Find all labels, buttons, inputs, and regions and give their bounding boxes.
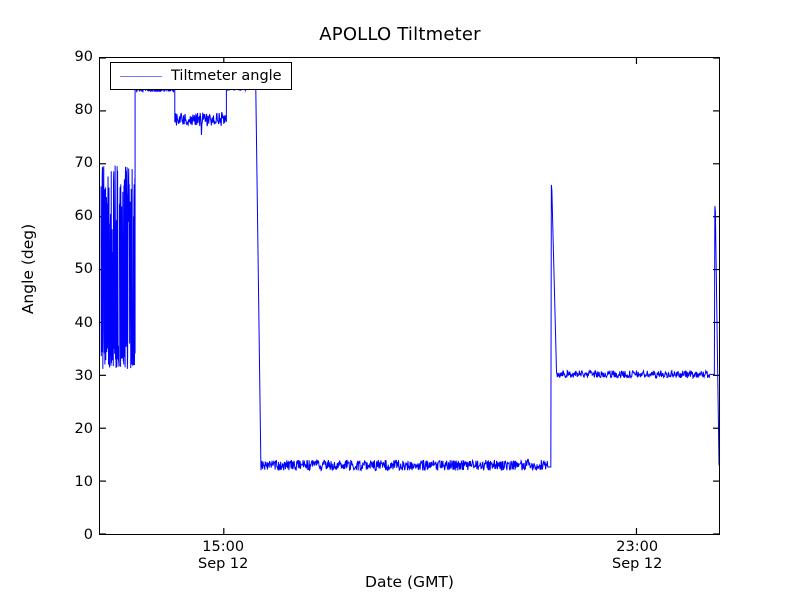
- y-axis-tick-label: 20: [74, 420, 93, 437]
- y-axis-tick-label: 80: [74, 102, 93, 119]
- x-axis-label: Date (GMT): [365, 573, 454, 591]
- legend: Tiltmeter angle: [110, 62, 292, 90]
- x-axis-tick-label: 23:00 Sep 12: [611, 539, 663, 572]
- y-axis-tick-label: 40: [74, 314, 93, 331]
- y-axis-tick-label: 90: [74, 49, 93, 65]
- y-axis-tick-label: 50: [74, 261, 93, 278]
- y-axis-tick-label: 0: [83, 527, 93, 543]
- plot-area: [99, 57, 720, 535]
- legend-label: Tiltmeter angle: [171, 68, 282, 84]
- x-axis-tick-label: 15:00 Sep 12: [197, 539, 249, 572]
- y-axis-tick-label: 60: [74, 208, 93, 225]
- legend-line-swatch: [120, 75, 162, 77]
- y-axis-tick-labels: 0 10 20 30 40 50 60 70 80 90: [51, 49, 93, 543]
- chart-title: APOLLO Tiltmeter: [319, 24, 481, 45]
- series-line-tiltmeter-angle: [101, 87, 719, 471]
- axis-tickmarks: [100, 58, 719, 534]
- y-axis-tick-label: 30: [74, 367, 93, 384]
- data-series-plot: [100, 58, 719, 534]
- y-axis-label: Angle (deg): [19, 223, 37, 315]
- y-axis-tick-label: 70: [74, 155, 93, 172]
- y-axis-tick-label: 10: [74, 473, 93, 490]
